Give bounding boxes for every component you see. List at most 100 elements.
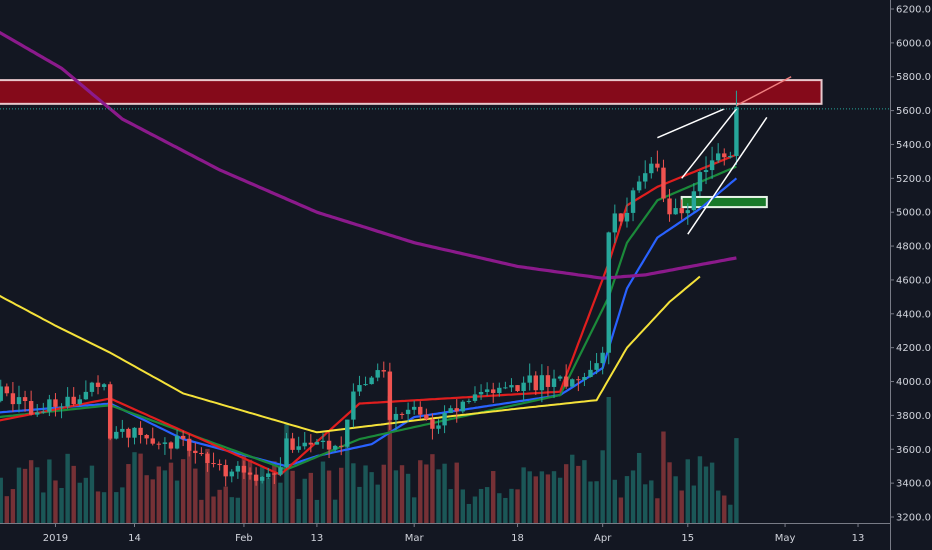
candle xyxy=(636,181,642,191)
trend-line-3[interactable] xyxy=(687,116,768,235)
volume-bar xyxy=(235,497,241,527)
y-tick-label: 6000.0 xyxy=(896,38,931,49)
candle xyxy=(296,446,301,450)
x-tick-label: Apr xyxy=(594,533,612,544)
x-tick-label: 13 xyxy=(311,533,324,544)
trend-line-2[interactable] xyxy=(681,108,738,179)
candle xyxy=(527,375,532,383)
volume-bar xyxy=(636,452,642,527)
candle xyxy=(533,375,538,391)
y-tick-label: 4200.0 xyxy=(896,343,931,354)
volume-bar xyxy=(527,471,532,527)
volume-bar xyxy=(728,504,733,527)
candle xyxy=(545,375,551,387)
candle xyxy=(16,397,22,405)
volume-bar xyxy=(126,464,131,527)
volume-bar xyxy=(41,492,46,527)
candle xyxy=(515,385,520,392)
y-tick-label: 4600.0 xyxy=(896,275,931,286)
candle xyxy=(618,213,624,222)
volume-bar xyxy=(284,424,289,527)
candle xyxy=(326,440,332,450)
candle xyxy=(430,419,435,429)
candle xyxy=(472,394,478,401)
x-tick-label: Feb xyxy=(235,533,253,544)
volume-bar xyxy=(612,479,618,527)
candle xyxy=(95,382,101,387)
candle xyxy=(278,467,283,475)
candle xyxy=(448,408,453,413)
candle xyxy=(235,465,241,472)
candle xyxy=(424,414,429,420)
candle xyxy=(144,434,149,439)
candle xyxy=(588,369,593,378)
trend-line-1[interactable] xyxy=(657,108,725,139)
candle xyxy=(126,428,131,438)
volume-bar xyxy=(71,465,76,527)
candle xyxy=(570,379,575,387)
volume-bar xyxy=(618,497,624,527)
volume-bar xyxy=(369,472,374,527)
volume-bar xyxy=(114,492,119,527)
candle xyxy=(375,370,380,378)
y-tick-label: 3200.0 xyxy=(896,513,931,524)
volume-bar xyxy=(302,478,307,527)
candle xyxy=(722,153,727,158)
candle xyxy=(187,438,192,451)
volume-bar xyxy=(533,476,538,527)
candle xyxy=(229,471,234,477)
volume-bar xyxy=(229,497,234,527)
volume-bar xyxy=(570,454,575,527)
volume-bar xyxy=(223,486,228,527)
candle xyxy=(302,442,307,447)
candle xyxy=(728,155,733,158)
y-tick-label: 3800.0 xyxy=(896,411,931,422)
volume-bar xyxy=(35,467,40,527)
volume-bar xyxy=(715,490,721,527)
x-tick-label: Mar xyxy=(405,533,425,544)
volume-bar xyxy=(278,482,283,527)
candle xyxy=(28,401,34,415)
volume-bar xyxy=(521,467,526,527)
volume-bar xyxy=(28,460,34,527)
volume-bar xyxy=(65,453,70,527)
volume-bar xyxy=(667,462,672,527)
volume-bar xyxy=(199,499,204,527)
candle xyxy=(685,210,690,214)
candle xyxy=(624,212,630,222)
candle xyxy=(0,386,3,401)
candle xyxy=(10,393,16,405)
volume-bar xyxy=(0,477,3,527)
volume-bar xyxy=(576,465,581,527)
candle xyxy=(4,386,10,394)
candle xyxy=(272,473,277,475)
candle xyxy=(418,406,423,415)
volume-bar xyxy=(47,459,52,527)
volume-bar xyxy=(691,485,697,527)
y-tick-label: 5000.0 xyxy=(896,208,931,219)
volume-bar xyxy=(357,486,362,527)
candle xyxy=(363,384,368,386)
y-tick-label: 4000.0 xyxy=(896,377,931,388)
candle xyxy=(655,163,660,168)
volume-bar xyxy=(375,484,380,527)
volume-bar xyxy=(594,481,599,527)
y-axis[interactable]: 6200.0 6000.0 5800.0 5600.0 5400.0 5200.0 5000… xyxy=(890,0,932,550)
volume-bar xyxy=(174,480,180,527)
volume-bar xyxy=(339,467,344,527)
resistance-zone[interactable] xyxy=(0,79,823,105)
volume-bar xyxy=(582,460,587,527)
candle xyxy=(661,167,666,199)
candle xyxy=(521,382,526,392)
y-tick-label: 4400.0 xyxy=(896,309,931,320)
trend-line-4[interactable] xyxy=(736,76,792,107)
y-tick-label: 3400.0 xyxy=(896,479,931,490)
volume-bar xyxy=(314,499,320,527)
candles xyxy=(0,90,739,487)
x-axis[interactable]: 201914Feb13Mar18Apr15May13Jun xyxy=(0,523,932,550)
volume-bar xyxy=(326,470,332,527)
volume-bar xyxy=(563,464,569,527)
volume-bar xyxy=(588,481,593,527)
candle xyxy=(47,399,52,412)
